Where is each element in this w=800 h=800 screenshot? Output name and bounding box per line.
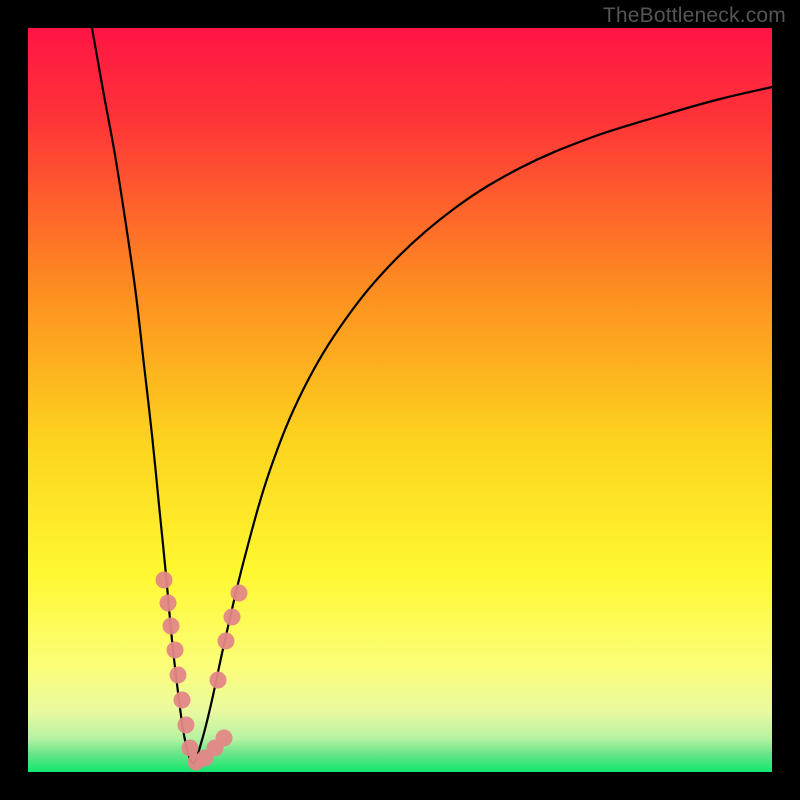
bottleneck-chart: TheBottleneck.com: [0, 0, 800, 800]
curve-marker: [210, 672, 227, 689]
curve-marker: [178, 717, 195, 734]
curve-marker: [156, 572, 173, 589]
curve-marker: [163, 618, 180, 635]
chart-svg: [0, 0, 800, 800]
curve-marker: [224, 609, 241, 626]
curve-marker: [216, 730, 233, 747]
curve-marker: [174, 692, 191, 709]
curve-marker: [167, 642, 184, 659]
curve-marker: [160, 595, 177, 612]
curve-marker: [231, 585, 248, 602]
curve-marker: [218, 633, 235, 650]
plot-gradient-background: [28, 28, 772, 772]
curve-marker: [170, 667, 187, 684]
